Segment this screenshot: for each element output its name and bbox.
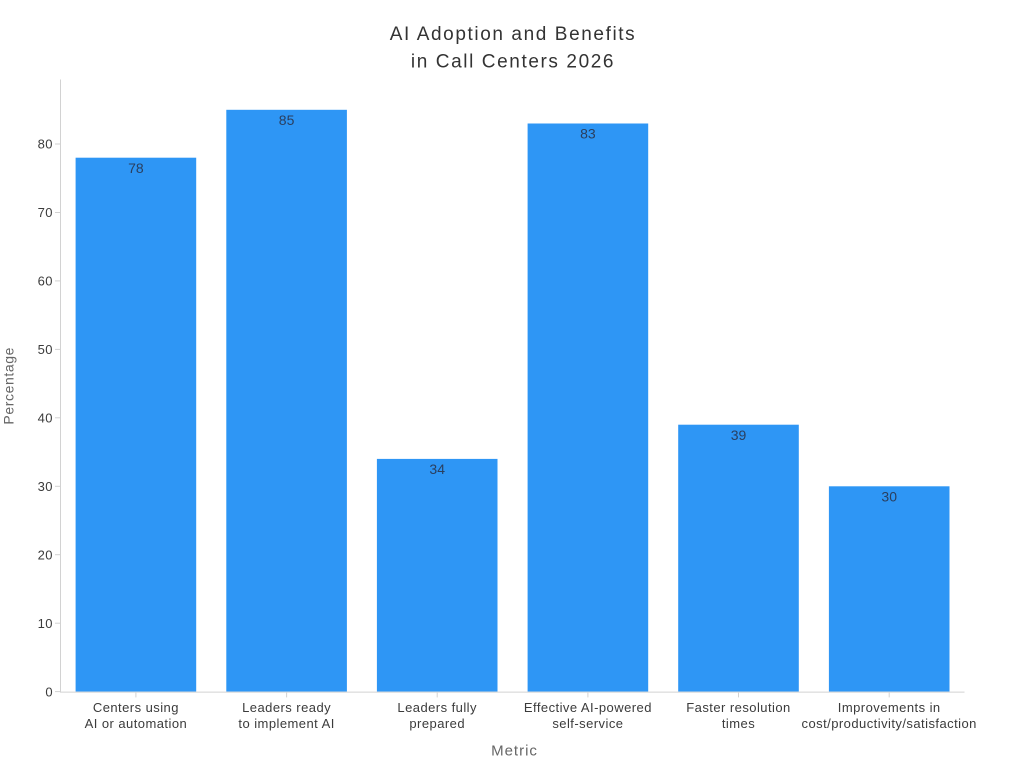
svg-text:78: 78 bbox=[128, 160, 144, 176]
svg-text:in Call Centers 2026: in Call Centers 2026 bbox=[411, 51, 615, 72]
svg-text:60: 60 bbox=[38, 274, 53, 289]
svg-text:Metric: Metric bbox=[491, 742, 538, 759]
svg-text:times: times bbox=[722, 716, 755, 731]
svg-text:AI Adoption and Benefits: AI Adoption and Benefits bbox=[390, 24, 637, 45]
svg-text:Percentage: Percentage bbox=[1, 347, 17, 425]
svg-text:80: 80 bbox=[38, 137, 53, 152]
svg-text:to implement AI: to implement AI bbox=[238, 716, 334, 731]
svg-text:cost/productivity/satisfaction: cost/productivity/satisfaction bbox=[802, 716, 977, 731]
svg-text:prepared: prepared bbox=[409, 716, 465, 731]
svg-text:20: 20 bbox=[38, 547, 53, 562]
svg-text:Faster resolution: Faster resolution bbox=[686, 700, 790, 715]
svg-text:AI or automation: AI or automation bbox=[85, 716, 188, 731]
svg-text:10: 10 bbox=[38, 616, 53, 631]
svg-text:39: 39 bbox=[731, 427, 747, 443]
svg-text:Improvements in: Improvements in bbox=[838, 700, 941, 715]
svg-text:83: 83 bbox=[580, 126, 596, 142]
svg-text:50: 50 bbox=[38, 342, 53, 357]
svg-text:Centers using: Centers using bbox=[93, 700, 179, 715]
svg-text:34: 34 bbox=[429, 461, 445, 477]
svg-text:self-service: self-service bbox=[552, 716, 623, 731]
svg-text:0: 0 bbox=[45, 684, 53, 699]
svg-text:Effective AI-powered: Effective AI-powered bbox=[524, 700, 652, 715]
svg-text:40: 40 bbox=[38, 411, 53, 426]
svg-text:85: 85 bbox=[279, 112, 295, 128]
svg-text:70: 70 bbox=[38, 205, 53, 220]
svg-text:Leaders fully: Leaders fully bbox=[397, 700, 477, 715]
svg-text:30: 30 bbox=[881, 488, 897, 504]
svg-text:30: 30 bbox=[38, 479, 53, 494]
svg-text:Leaders ready: Leaders ready bbox=[242, 700, 331, 715]
